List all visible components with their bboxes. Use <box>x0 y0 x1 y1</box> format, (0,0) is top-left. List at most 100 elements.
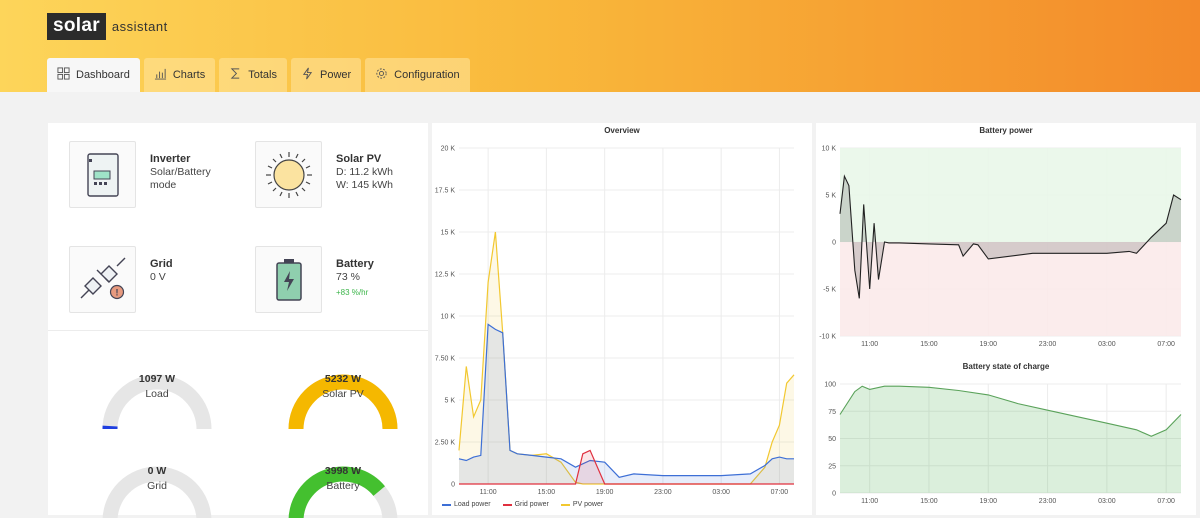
battery-power-y-tick: -10 K <box>819 334 836 341</box>
battery-gauge-value: 3998 W <box>324 465 362 477</box>
inverter-title: Inverter <box>150 153 191 165</box>
solar-gauge-fill <box>288 374 398 429</box>
battery-power-x-tick: 07:00 <box>1157 341 1175 348</box>
inverter-card[interactable]: Inverter Solar/Battery mode <box>69 141 211 208</box>
battery-power-y-tick: -5 K <box>823 287 836 294</box>
solar-card[interactable]: Solar PV D: 11.2 kWh W: 145 kWh <box>255 141 393 208</box>
battery-gauge-label: Battery <box>326 480 360 492</box>
tab-totals[interactable]: Totals <box>219 58 287 92</box>
overview-y-tick: 12.5 K <box>435 272 456 279</box>
battery-soc-y-tick: 50 <box>828 436 836 443</box>
battery-tile <box>255 246 322 313</box>
battery-power-line <box>839 174 1182 299</box>
battery-soc-x-tick: 03:00 <box>1098 498 1116 505</box>
series-line-pv-power <box>458 231 795 485</box>
app-logo[interactable]: solar assistant <box>47 13 168 40</box>
grid-gauge-label: Grid <box>147 480 167 492</box>
overview-y-tick: 20 K <box>441 146 456 153</box>
grid-tile: ! <box>69 246 136 313</box>
status-panel: Inverter Solar/Battery mode <box>48 123 428 518</box>
battery-card[interactable]: Battery 73 % +83 %/hr <box>255 246 374 313</box>
grid-title: Grid <box>150 258 173 270</box>
solar-gauge-arc <box>288 374 398 429</box>
battery-soc: 73 % <box>336 271 360 283</box>
load-gauge[interactable]: 1097 W Load <box>82 349 232 429</box>
inverter-mode: Solar/Battery <box>150 166 211 178</box>
battery-power-x-tick: 19:00 <box>979 341 997 348</box>
grid-gauge-track <box>102 466 212 518</box>
main-tabs: Dashboard Charts Totals Power Configurat… <box>47 58 470 92</box>
load-gauge-value: 1097 W <box>138 373 176 385</box>
battery-gauge[interactable]: 3998 W Battery <box>268 441 418 518</box>
legend-pv-swatch <box>560 503 570 506</box>
overview-y-tick: 5 K <box>444 398 455 405</box>
legend-grid[interactable]: Grid power <box>502 501 549 508</box>
battery-gauge-fill <box>288 466 385 518</box>
battery-soc-y-tick: 100 <box>824 382 836 389</box>
overview-chart[interactable]: 0 2.50 K 5 K 7.50 K 10 K 12.5 K 15 K 17.5 K 20 K… <box>432 123 812 515</box>
overview-legend: Load power Grid power PV power <box>442 501 603 508</box>
battery-soc-y-tick: 75 <box>828 409 836 416</box>
legend-pv[interactable]: PV power <box>560 501 604 508</box>
battery-icon <box>275 258 302 301</box>
grid-card[interactable]: ! Grid 0 V <box>69 246 173 313</box>
logo-box: solar <box>47 13 106 40</box>
battery-charts-panel: Battery power Battery state of charge 10… <box>816 123 1196 515</box>
solar-gauge-label: Solar PV <box>322 388 364 400</box>
sun-icon <box>265 151 312 198</box>
tab-power[interactable]: Power <box>290 58 362 92</box>
battery-soc-title: Battery state of charge <box>962 362 1050 371</box>
inverter-tile <box>69 141 136 208</box>
battery-power-y-tick: 0 <box>832 240 836 247</box>
series-area-pv-power <box>459 232 794 484</box>
load-gauge-label: Load <box>145 388 169 400</box>
series-area-load-power <box>459 324 794 484</box>
solar-weekly: W: 145 kWh <box>336 179 393 191</box>
tab-label: Totals <box>248 69 277 81</box>
positive-band <box>840 148 1181 242</box>
tab-dashboard[interactable]: Dashboard <box>47 58 140 92</box>
overview-y-tick: 15 K <box>441 230 456 237</box>
solar-tile <box>255 141 322 208</box>
top-banner: solar assistant Dashboard Charts Totals <box>0 0 1200 92</box>
overview-y-tick: 7.50 K <box>435 356 456 363</box>
overview-x-tick: 19:00 <box>596 489 614 496</box>
legend-pv-label: PV power <box>572 501 604 508</box>
solar-gauge-value: 5232 W <box>324 373 362 385</box>
logo-text: assistant <box>111 19 168 34</box>
solar-daily: D: 11.2 kWh <box>336 166 393 178</box>
bar-chart-icon <box>154 67 167 83</box>
battery-soc-x-tick: 19:00 <box>979 498 997 505</box>
tab-configuration[interactable]: Configuration <box>365 58 470 92</box>
tab-label: Power <box>319 69 352 81</box>
lightning-icon <box>301 67 314 83</box>
series-line-grid-power <box>459 449 794 485</box>
tab-charts[interactable]: Charts <box>143 58 216 92</box>
battery-soc-x-tick: 15:00 <box>920 498 938 505</box>
series-line-load-power <box>458 323 794 478</box>
legend-grid-label: Grid power <box>514 501 549 508</box>
overview-x-tick: 11:00 <box>480 489 497 496</box>
battery-soc-y-tick: 25 <box>828 463 836 470</box>
panel-divider <box>48 330 428 331</box>
grid-gauge[interactable]: 0 W Grid <box>82 441 232 518</box>
inverter-mode-suffix: mode <box>150 179 177 191</box>
battery-soc-x-tick: 07:00 <box>1157 498 1175 505</box>
solar-gauge[interactable]: 5232 W Solar PV <box>268 349 418 429</box>
overview-x-tick: 03:00 <box>712 489 730 496</box>
gear-icon <box>375 67 388 83</box>
sigma-icon <box>229 67 242 83</box>
tab-label: Charts <box>172 69 206 81</box>
solar-title: Solar PV <box>336 153 382 165</box>
legend-load[interactable]: Load power <box>442 501 491 508</box>
overview-chart-title: Overview <box>604 126 640 135</box>
svg-text:!: ! <box>115 287 118 297</box>
overview-y-tick: 10 K <box>441 314 456 321</box>
tab-label: Configuration <box>394 69 460 81</box>
battery-charts[interactable]: 10 K 5 K 0 -5 K -10 K 11:00 15:00 19:00 23:00 03:… <box>816 123 1196 515</box>
inverter-icon <box>86 152 119 197</box>
battery-power-x-tick: 15:00 <box>920 341 938 348</box>
load-gauge-arc <box>102 374 212 429</box>
battery-soc-line <box>839 385 1182 437</box>
overview-x-tick: 07:00 <box>771 489 789 496</box>
